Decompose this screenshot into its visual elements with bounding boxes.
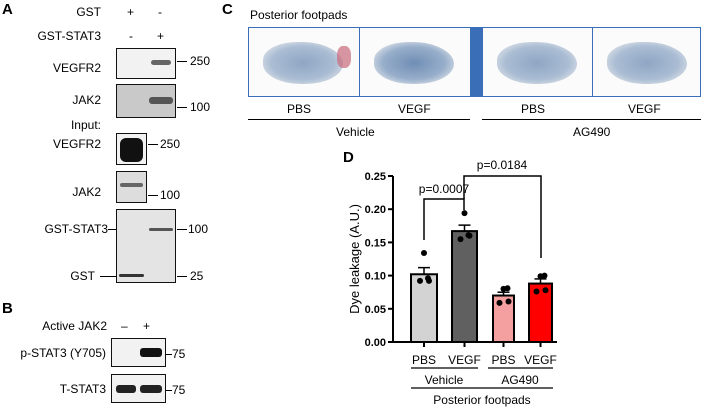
input-label: Input: <box>70 118 101 132</box>
pstat3-blot <box>111 338 166 367</box>
data-point <box>421 250 427 257</box>
bar-1 <box>451 230 478 343</box>
p-value-label: p=0.0007 <box>419 182 470 196</box>
group-label-vehicle: Vehicle <box>336 125 375 139</box>
group-label: AG490 <box>501 373 539 387</box>
gststat3-lane-2: + <box>157 29 165 43</box>
panel-d-letter: D <box>343 149 354 166</box>
data-point <box>417 277 423 284</box>
lane-label: PBS <box>287 102 312 116</box>
y-tick-label: 0.10 <box>365 271 386 283</box>
data-point <box>426 277 432 284</box>
lane-label: VEGF <box>628 102 661 116</box>
panel-b-letter: B <box>2 300 13 317</box>
input-vegfr2-blot <box>116 133 147 165</box>
gst-label: GST <box>76 5 101 19</box>
blot-label: VEGFR2 <box>52 61 101 75</box>
data-point <box>466 232 473 239</box>
x-tick-label: PBS <box>491 353 515 367</box>
footpad-photo-vehicle-vegf <box>359 27 471 97</box>
gst-lane-1: + <box>127 5 135 19</box>
y-tick-label: 0.05 <box>365 304 386 316</box>
x-tick-label: VEGF <box>448 353 481 367</box>
bar-3 <box>528 282 553 343</box>
coomassie-blot <box>116 209 176 283</box>
blot-label: JAK2 <box>72 185 101 199</box>
y-tick-label: 0.00 <box>365 337 386 349</box>
blot-label: JAK2 <box>72 93 101 107</box>
panel-c-title: Posterior footpads <box>250 8 348 22</box>
blot-label: p-STAT3 (Y705) <box>20 346 106 360</box>
data-point <box>461 210 468 217</box>
group-label-ag490: AG490 <box>573 125 611 139</box>
y-tick-label: 0.20 <box>365 204 386 216</box>
marker: 250 <box>190 54 211 68</box>
marker: 100 <box>190 100 211 114</box>
y-tick-label: 0.15 <box>365 237 386 249</box>
panel-c-letter: C <box>222 1 233 18</box>
marker: 100 <box>160 188 181 202</box>
pulldown-jak2-blot <box>116 84 176 118</box>
marker: 100 <box>188 222 209 236</box>
data-point <box>505 298 512 305</box>
significance-bracket <box>423 198 465 240</box>
bar-0 <box>410 273 438 343</box>
gst-band-label: GST <box>70 269 95 283</box>
marker: 250 <box>160 137 181 151</box>
y-tick-label: 0.25 <box>365 171 386 183</box>
x-tick-label: PBS <box>412 353 436 367</box>
gststat3-band-label: GST-STAT3 <box>44 222 108 236</box>
gststat3-label: GST-STAT3 <box>37 29 101 43</box>
blot-label: T-STAT3 <box>59 382 106 396</box>
data-point <box>504 285 511 292</box>
panel-a-letter: A <box>2 1 13 18</box>
lane-label: PBS <box>521 102 546 116</box>
y-axis-label: Dye leakage (A.U.) <box>347 204 362 314</box>
marker: 25 <box>190 269 204 283</box>
pulldown-vegfr2-blot <box>116 48 176 79</box>
marker: 75 <box>172 347 186 361</box>
group-label: Vehicle <box>425 373 464 387</box>
p-value-label: p=0.0184 <box>477 158 528 172</box>
data-point <box>533 288 540 295</box>
active-jak2-label: Active JAK2 <box>42 319 107 333</box>
footpad-photo-ag490-vegf <box>592 27 701 97</box>
significance-bracket <box>463 175 542 258</box>
x-axis-label: Posterior footpads <box>433 393 530 407</box>
data-point <box>457 236 464 243</box>
footpad-photo-ag490-pbs <box>482 27 594 97</box>
marker: 75 <box>172 383 186 397</box>
blot-label: VEGFR2 <box>52 137 101 151</box>
tstat3-blot <box>111 374 166 403</box>
group-divider <box>470 27 482 97</box>
data-point <box>542 287 549 294</box>
lane-minus: – <box>121 319 128 333</box>
gststat3-lane-1: - <box>129 29 133 43</box>
footpad-photo-vehicle-pbs <box>248 27 361 97</box>
data-point <box>496 299 503 306</box>
x-tick-label: VEGF <box>524 353 557 367</box>
gst-lane-2: - <box>158 5 162 19</box>
input-jak2-blot <box>116 171 147 203</box>
lane-plus: + <box>143 319 151 333</box>
data-point <box>541 272 548 279</box>
lane-label: VEGF <box>398 102 431 116</box>
